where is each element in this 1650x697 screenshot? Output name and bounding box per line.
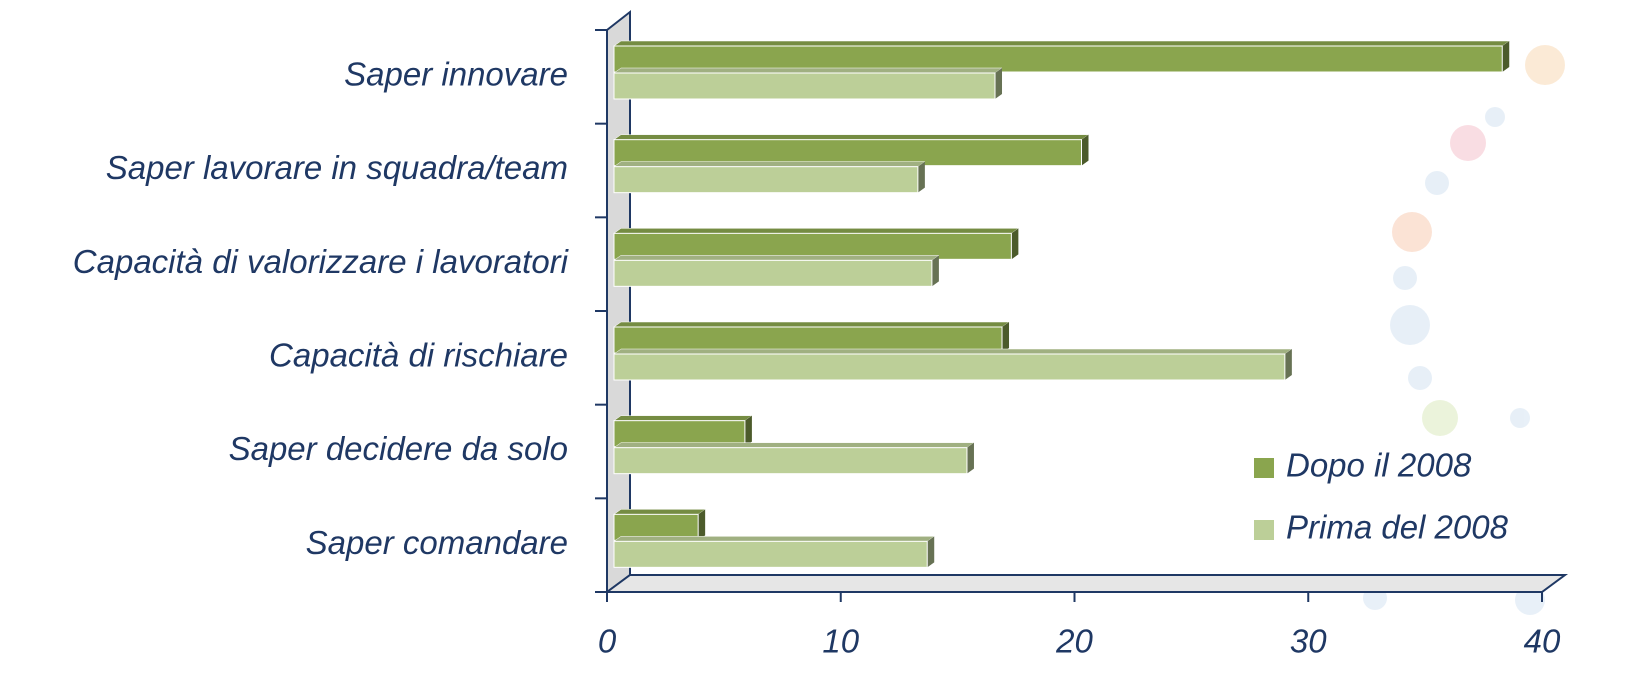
- y-tick-label: Capacità di rischiare: [269, 337, 568, 374]
- y-tick-label: Saper lavorare in squadra/team: [106, 149, 568, 186]
- bar: [613, 353, 1286, 381]
- floor: [603, 574, 1569, 593]
- bar-top: [613, 415, 753, 421]
- bar: [613, 326, 1003, 354]
- bar-top: [613, 228, 1020, 234]
- bar: [613, 447, 968, 475]
- bar-top: [613, 40, 1511, 47]
- bar-side: [1502, 41, 1510, 72]
- x-tick-label: 0: [598, 623, 617, 660]
- bar-top: [613, 161, 926, 167]
- y-tick-label: Saper decidere da solo: [229, 430, 568, 467]
- bar: [613, 540, 928, 568]
- bar: [613, 45, 1503, 73]
- bar-top: [613, 67, 1003, 74]
- y-tick-label: Capacità di valorizzare i lavoratori: [73, 243, 570, 280]
- bar: [613, 72, 996, 100]
- bar: [613, 166, 919, 194]
- bar-side: [966, 442, 974, 474]
- bar-side: [698, 509, 706, 541]
- legend-swatch: [1254, 520, 1274, 540]
- bar-side: [1011, 228, 1019, 260]
- bar: [613, 232, 1012, 260]
- bar-top: [613, 509, 706, 515]
- bar: [613, 139, 1082, 167]
- bar-side: [931, 255, 939, 287]
- x-tick-label: 30: [1290, 623, 1327, 660]
- bar-side: [927, 536, 935, 568]
- bar-side: [1284, 349, 1292, 380]
- bar: [613, 513, 699, 541]
- bar-side: [1081, 134, 1089, 166]
- bar-top: [613, 255, 940, 261]
- x-tick-label: 20: [1055, 623, 1093, 660]
- y-tick-label: Saper innovare: [344, 56, 568, 93]
- bar-top: [613, 134, 1090, 140]
- bar-side: [995, 68, 1003, 99]
- bar-side: [917, 161, 925, 193]
- bar-side: [1002, 322, 1010, 353]
- x-tick-label: 40: [1524, 623, 1561, 660]
- bar-top: [613, 321, 1010, 328]
- bar-side: [744, 415, 752, 447]
- legend-label: Prima del 2008: [1286, 509, 1509, 546]
- bar-top: [613, 348, 1293, 355]
- legend-label: Dopo il 2008: [1286, 447, 1472, 484]
- bar: [613, 259, 933, 287]
- legend-swatch: [1254, 458, 1274, 478]
- y-tick-label: Saper comandare: [306, 524, 568, 561]
- x-tick-label: 10: [822, 623, 859, 660]
- bar: [613, 420, 746, 448]
- bar-top: [613, 536, 936, 542]
- bar-top: [613, 442, 975, 448]
